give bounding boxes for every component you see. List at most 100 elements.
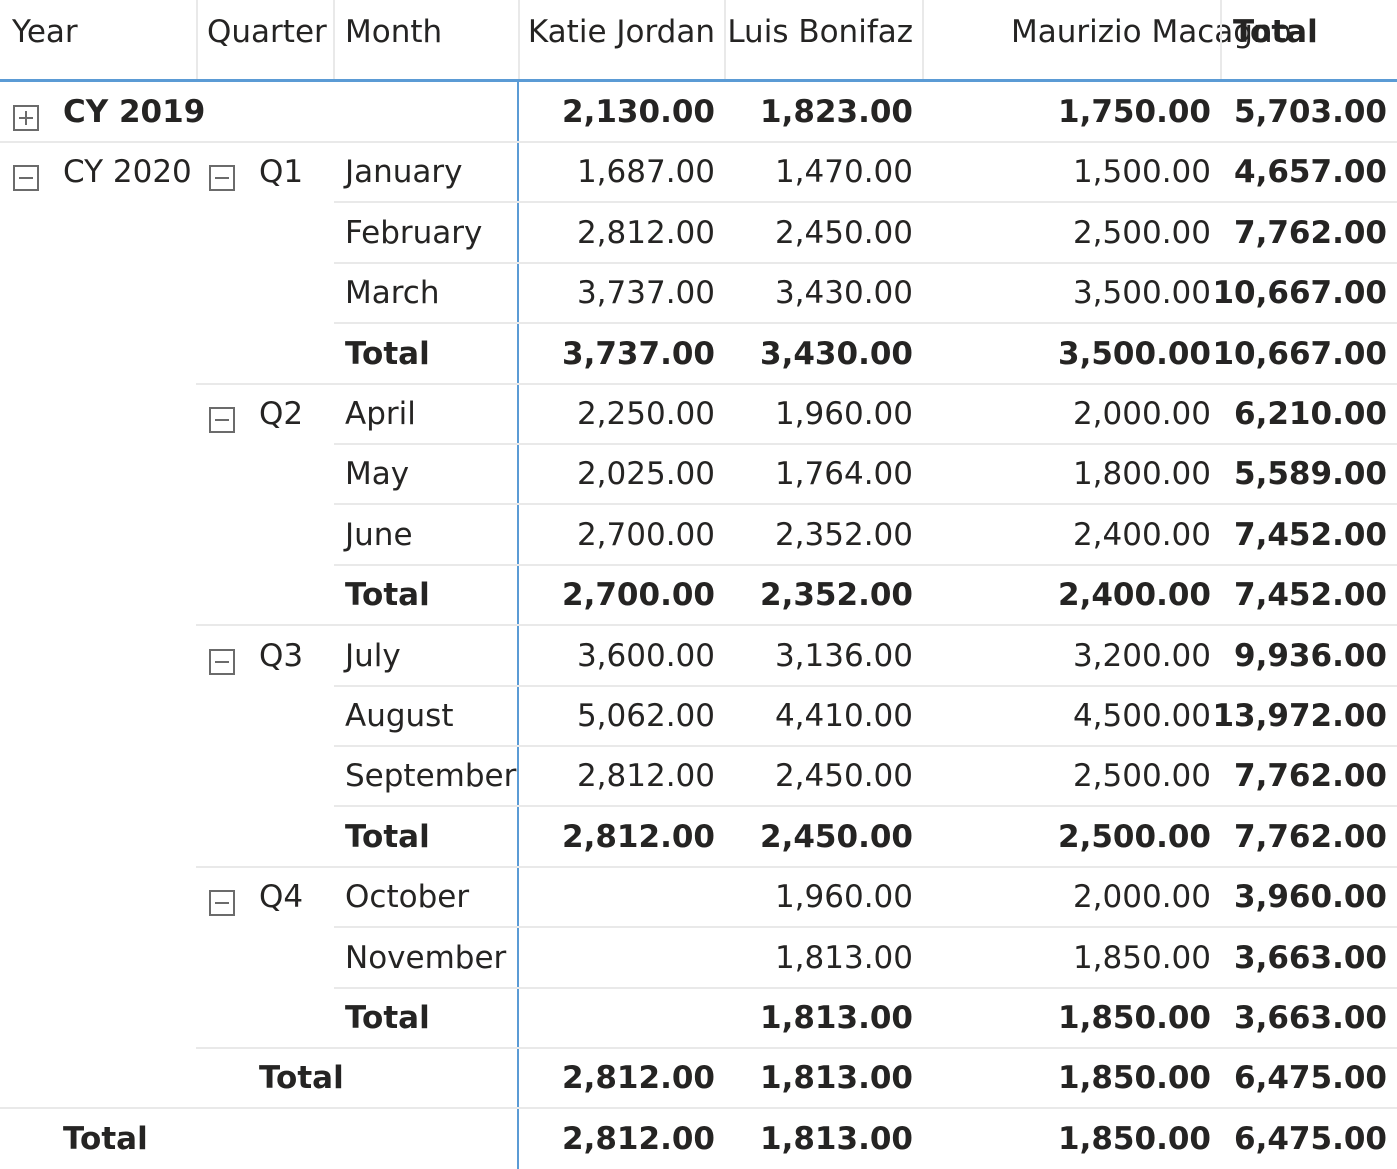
grand-total-label: Total	[63, 1121, 148, 1157]
value-cell-katie: 2,812.00	[562, 1121, 715, 1157]
value-cell-katie: 2,025.00	[576, 456, 715, 492]
value-cell-maurizio: 1,750.00	[1058, 94, 1211, 130]
value-cell-maurizio: 4,500.00	[1072, 698, 1211, 734]
collapse-quarter-button[interactable]	[209, 165, 235, 191]
header-column-divider	[333, 0, 335, 80]
header-column-divider	[1220, 0, 1222, 80]
value-cell-luis: 1,813.00	[774, 940, 913, 976]
value-cell-total: 3,960.00	[1234, 879, 1387, 915]
value-cell-maurizio: 1,850.00	[1058, 1060, 1211, 1096]
value-cell-luis: 2,352.00	[774, 517, 913, 553]
value-cell-luis: 3,430.00	[774, 275, 913, 311]
quarter-total-label: Total	[345, 577, 430, 613]
value-cell-maurizio: 2,000.00	[1072, 879, 1211, 915]
row-separator	[334, 745, 1397, 747]
row-separator	[196, 624, 1397, 626]
quarter-total-label: Total	[345, 1000, 430, 1036]
value-cell-katie: 2,130.00	[562, 94, 715, 130]
value-cell-katie	[515, 988, 715, 1048]
value-cell-katie: 2,250.00	[576, 396, 715, 432]
value-cell-maurizio: 3,200.00	[1072, 638, 1211, 674]
month-label: July	[345, 638, 401, 674]
row-separator	[0, 141, 1397, 143]
value-cell-luis: 1,764.00	[774, 456, 913, 492]
value-cell-maurizio: 2,000.00	[1072, 396, 1211, 432]
value-cell-katie: 3,737.00	[576, 275, 715, 311]
header-bottom-border	[0, 79, 1397, 82]
value-cell-total: 4,657.00	[1234, 154, 1387, 190]
value-cell-katie: 3,600.00	[576, 638, 715, 674]
collapse-year-button[interactable]	[13, 165, 39, 191]
header-maurizio-macagno[interactable]: Maurizio Macagno	[1011, 14, 1292, 50]
value-cell-luis: 2,450.00	[774, 215, 913, 251]
value-cell-total: 6,210.00	[1234, 396, 1387, 432]
value-cell-total: 7,762.00	[1234, 819, 1387, 855]
header-katie-jordan[interactable]: Katie Jordan	[527, 14, 715, 50]
quarter-total-label: Total	[345, 336, 430, 372]
header-luis-bonifaz[interactable]: Luis Bonifaz	[727, 14, 913, 50]
value-cell-maurizio: 1,850.00	[1058, 1000, 1211, 1036]
header-quarter[interactable]: Quarter	[207, 14, 327, 50]
value-cell-luis: 1,960.00	[774, 396, 913, 432]
quarter-label: Q2	[259, 396, 304, 432]
value-cell-luis: 1,813.00	[760, 1000, 913, 1036]
value-cell-total: 6,475.00	[1234, 1121, 1387, 1157]
value-cell-total: 5,703.00	[1234, 94, 1387, 130]
row-separator	[334, 805, 1397, 807]
value-cell-maurizio: 3,500.00	[1058, 336, 1211, 372]
month-label: October	[345, 879, 470, 915]
year-label: CY 2019	[63, 94, 206, 130]
value-cell-luis: 1,960.00	[774, 879, 913, 915]
value-cell-total: 7,762.00	[1234, 215, 1387, 251]
year-total-label: Total	[259, 1060, 344, 1096]
value-cell-maurizio: 2,500.00	[1058, 819, 1211, 855]
header-year[interactable]: Year	[12, 14, 78, 50]
collapse-quarter-button[interactable]	[209, 407, 235, 433]
value-cell-katie: 1,687.00	[576, 154, 715, 190]
month-label: January	[345, 154, 463, 190]
month-label: November	[345, 940, 507, 976]
row-separator	[196, 383, 1397, 385]
quarter-label: Q1	[259, 154, 304, 190]
value-cell-katie	[515, 867, 715, 927]
header-column-divider	[724, 0, 726, 80]
value-cell-total: 9,936.00	[1234, 638, 1387, 674]
value-cell-katie: 2,812.00	[576, 215, 715, 251]
value-cell-total: 6,475.00	[1234, 1060, 1387, 1096]
quarter-label: Q3	[259, 638, 304, 674]
collapse-quarter-button[interactable]	[209, 649, 235, 675]
month-label: June	[345, 517, 413, 553]
row-separator	[334, 503, 1397, 505]
value-cell-katie: 2,700.00	[576, 517, 715, 553]
value-cell-maurizio: 1,800.00	[1072, 456, 1211, 492]
row-separator	[334, 443, 1397, 445]
value-cell-total: 10,667.00	[1212, 275, 1387, 311]
value-cell-katie: 2,700.00	[562, 577, 715, 613]
value-cell-katie: 5,062.00	[576, 698, 715, 734]
value-cell-luis: 2,450.00	[774, 758, 913, 794]
value-cell-total: 7,452.00	[1234, 577, 1387, 613]
value-cell-luis: 2,450.00	[760, 819, 913, 855]
value-cell-total: 7,762.00	[1234, 758, 1387, 794]
row-separator	[196, 1047, 1397, 1049]
value-cell-katie: 3,737.00	[562, 336, 715, 372]
row-separator	[334, 262, 1397, 264]
year-label: CY 2020	[63, 154, 192, 190]
expand-year-button[interactable]	[13, 105, 39, 131]
header-total[interactable]: Total	[1233, 14, 1318, 50]
row-separator	[196, 866, 1397, 868]
value-cell-luis: 1,813.00	[760, 1121, 913, 1157]
value-cell-total: 10,667.00	[1212, 336, 1387, 372]
row-separator	[334, 564, 1397, 566]
value-cell-luis: 1,823.00	[760, 94, 913, 130]
value-cell-katie	[515, 928, 715, 988]
quarter-total-label: Total	[345, 819, 430, 855]
value-cell-luis: 2,352.00	[760, 577, 913, 613]
value-cell-maurizio: 1,850.00	[1072, 940, 1211, 976]
header-column-divider	[518, 0, 520, 80]
collapse-quarter-button[interactable]	[209, 890, 235, 916]
value-cell-maurizio: 2,400.00	[1072, 517, 1211, 553]
header-month[interactable]: Month	[345, 14, 443, 50]
month-label: April	[345, 396, 416, 432]
